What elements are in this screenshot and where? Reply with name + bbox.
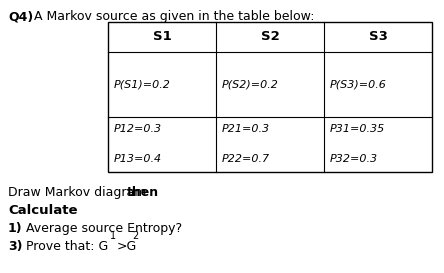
Text: P(S1)=0.2: P(S1)=0.2 [114, 79, 171, 90]
Text: A Markov source as given in the table below:: A Markov source as given in the table be… [34, 10, 314, 23]
Text: then: then [127, 186, 159, 199]
Text: Q4): Q4) [8, 10, 33, 23]
Text: 2: 2 [132, 231, 138, 241]
Text: P12=0.3: P12=0.3 [114, 124, 162, 133]
Text: 1: 1 [110, 231, 116, 241]
Text: P(S2)=0.2: P(S2)=0.2 [222, 79, 279, 90]
Text: P(S3)=0.6: P(S3)=0.6 [330, 79, 387, 90]
Text: P13=0.4: P13=0.4 [114, 154, 162, 164]
Text: S3: S3 [369, 31, 388, 43]
Text: 3): 3) [8, 240, 23, 253]
Text: Calculate: Calculate [8, 204, 78, 217]
Text: S2: S2 [261, 31, 279, 43]
Text: Prove that: G: Prove that: G [22, 240, 108, 253]
Text: P31=0.35: P31=0.35 [330, 124, 385, 133]
Text: P22=0.7: P22=0.7 [222, 154, 270, 164]
Text: Average source Entropy?: Average source Entropy? [22, 222, 182, 235]
Text: P32=0.3: P32=0.3 [330, 154, 378, 164]
Text: >G: >G [117, 240, 137, 253]
Text: 1): 1) [8, 222, 23, 235]
Bar [108, 22, 432, 172]
Text: S1: S1 [153, 31, 171, 43]
Text: P21=0.3: P21=0.3 [222, 124, 270, 133]
Text: Draw Markov diagram: Draw Markov diagram [8, 186, 151, 199]
